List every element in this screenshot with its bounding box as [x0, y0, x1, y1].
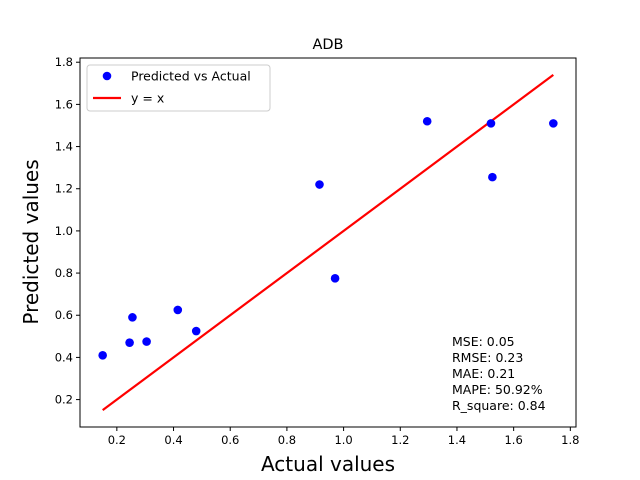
legend: Predicted vs Actual y = x: [86, 64, 271, 112]
metric-line: RMSE: 0.23: [452, 350, 523, 365]
y-tick-label: 0.6: [55, 308, 73, 322]
y-tick-label: 1.2: [55, 182, 73, 196]
data-point: [422, 116, 432, 126]
x-tick-label: 0.4: [164, 433, 182, 447]
metric-line: R_square: 0.84: [452, 398, 546, 413]
x-tick-label: 1.4: [448, 433, 466, 447]
x-tick-label: 0.8: [278, 433, 296, 447]
x-tick-label: 0.6: [221, 433, 239, 447]
metric-line: MAPE: 50.92%: [452, 382, 543, 397]
data-point: [142, 337, 151, 346]
metric-line: MSE: 0.05: [452, 334, 515, 349]
y-tick-label: 0.2: [55, 393, 73, 407]
identity-line: [102, 73, 554, 412]
plot-series: [98, 73, 558, 412]
plot-frame: [79, 57, 577, 428]
legend-label: y = x: [131, 91, 164, 106]
data-point: [488, 172, 497, 182]
data-point: [315, 180, 324, 189]
x-tick-label: 1.8: [561, 433, 579, 447]
data-point: [128, 313, 137, 322]
y-tick-label: 1.8: [55, 55, 73, 69]
chart-title: ADB: [312, 37, 343, 53]
y-tick-label: 0.8: [55, 266, 73, 280]
x-axis-label: Actual values: [261, 452, 395, 476]
y-tick-label: 1.0: [55, 224, 73, 238]
legend-marker-scatter: [102, 71, 112, 81]
x-tick-label: 1.6: [504, 433, 522, 447]
data-point: [173, 305, 183, 315]
data-point: [486, 119, 496, 128]
x-tick-label: 1.0: [334, 433, 352, 447]
y-axis-ticks: 0.2 0.4 0.6 0.8 1.0 1.2 1.4 1.6 1.8: [55, 55, 80, 407]
x-axis-ticks: 0.2 0.4 0.6 0.8 1.0 1.2 1.4 1.6 1.8: [108, 427, 579, 447]
y-tick-label: 1.6: [55, 97, 73, 111]
legend-label: Predicted vs Actual: [131, 69, 251, 84]
metric-line: MAE: 0.21: [452, 366, 515, 381]
data-point: [98, 351, 107, 360]
data-point: [330, 274, 340, 283]
y-tick-label: 0.4: [55, 350, 73, 364]
legend-box: [86, 64, 271, 112]
x-tick-label: 1.2: [391, 433, 409, 447]
x-tick-label: 0.2: [108, 433, 126, 447]
data-point: [549, 119, 558, 128]
data-point: [191, 326, 201, 336]
y-tick-label: 1.4: [55, 140, 73, 154]
data-point: [125, 338, 134, 347]
y-axis-label: Predicted values: [19, 159, 43, 324]
